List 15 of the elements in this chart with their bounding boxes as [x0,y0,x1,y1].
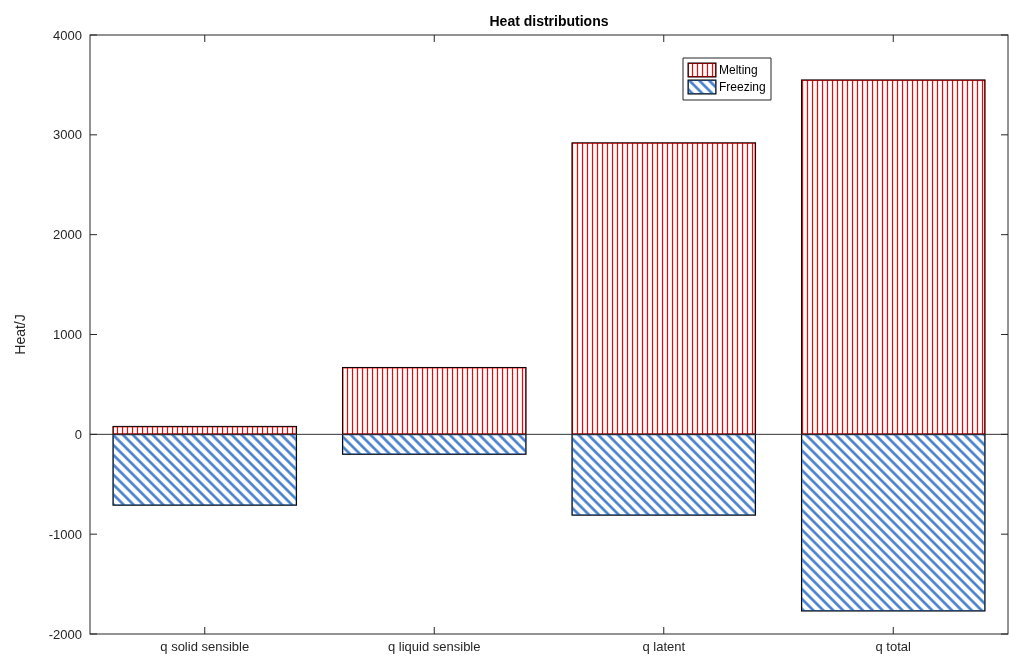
y-tick-label: 0 [74,426,82,442]
chart-title: Heat distributions [489,13,609,29]
y-tick-label: 2000 [53,227,82,243]
x-tick-label: q latent [642,639,686,654]
y-tick-label: -1000 [48,526,82,542]
y-tick-label: 4000 [53,27,82,43]
x-tick-label: q solid sensible [160,639,250,654]
y-tick-label: -2000 [48,626,82,642]
legend-label: Freezing [719,80,766,95]
y-axis-title: Heat/J [12,314,28,355]
legend-label: Melting [719,63,758,78]
y-tick-label: 3000 [53,127,82,143]
x-tick-label: q total [875,639,912,654]
x-tick-label: q liquid sensible [387,639,481,654]
y-tick-label: 1000 [53,327,82,343]
